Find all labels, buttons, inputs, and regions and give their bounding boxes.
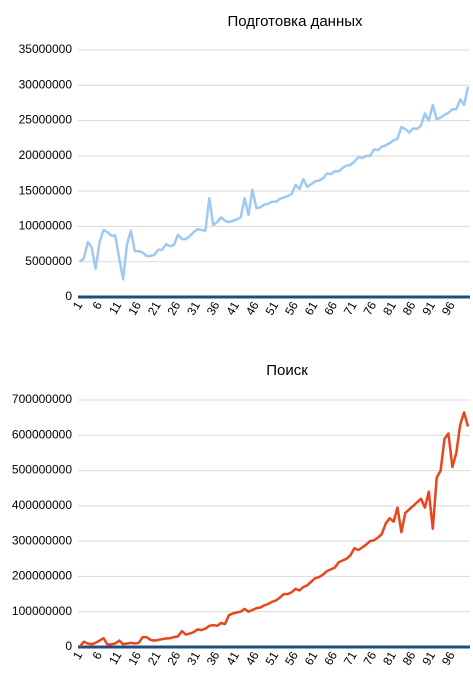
x-tick-label: 51 (263, 649, 282, 668)
x-tick-label: 61 (302, 299, 321, 318)
y-tick-label: 600000000 (12, 427, 72, 441)
x-tick-label: 96 (439, 299, 458, 318)
x-tick-label: 66 (321, 649, 340, 668)
x-tick-label: 71 (341, 299, 360, 318)
x-tick-label: 66 (321, 299, 340, 318)
x-tick-label: 86 (400, 649, 419, 668)
x-tick-label: 51 (263, 299, 282, 318)
x-tick-label: 1 (70, 649, 86, 662)
x-tick-label: 41 (223, 649, 242, 668)
x-tick-label: 76 (361, 649, 380, 668)
x-tick-label: 21 (145, 299, 164, 318)
x-tick-label: 81 (380, 649, 399, 668)
x-tick-label: 91 (419, 299, 438, 318)
y-tick-label: 5000000 (25, 254, 72, 268)
x-tick-label: 16 (125, 299, 144, 318)
x-tick-label: 31 (184, 299, 203, 318)
y-tick-label: 200000000 (12, 569, 72, 583)
y-tick-label: 15000000 (19, 183, 73, 197)
x-tick-label: 26 (165, 649, 184, 668)
y-tick-label: 700000000 (12, 392, 72, 406)
x-tick-label: 6 (89, 299, 105, 312)
x-tick-label: 46 (243, 649, 262, 668)
chart-title: Поиск (266, 362, 308, 379)
y-tick-label: 20000000 (19, 148, 73, 162)
x-tick-label: 41 (223, 299, 242, 318)
y-tick-label: 400000000 (12, 498, 72, 512)
x-tick-label: 96 (439, 649, 458, 668)
y-tick-label: 25000000 (19, 113, 73, 127)
y-tick-label: 30000000 (19, 77, 73, 91)
x-tick-label: 6 (89, 649, 105, 662)
x-tick-label: 1 (70, 299, 86, 312)
chart-title: Подготовка данных (227, 13, 363, 30)
y-tick-label: 300000000 (12, 533, 72, 547)
y-tick-label: 0 (65, 289, 72, 303)
data-line (79, 411, 470, 648)
x-tick-label: 31 (184, 649, 203, 668)
x-tick-label: 61 (302, 649, 321, 668)
x-tick-label: 56 (282, 299, 301, 318)
data-line (79, 86, 470, 281)
x-tick-label: 36 (204, 299, 223, 318)
x-tick-label: 16 (125, 649, 144, 668)
x-tick-label: 81 (380, 299, 399, 318)
x-tick-label: 11 (106, 299, 125, 317)
x-tick-label: 21 (145, 649, 164, 668)
x-tick-label: 76 (361, 299, 380, 318)
y-tick-label: 100000000 (12, 604, 72, 618)
x-tick-label: 91 (419, 649, 438, 668)
y-tick-label: 500000000 (12, 463, 72, 477)
x-tick-label: 56 (282, 649, 301, 668)
x-tick-label: 46 (243, 299, 262, 318)
y-tick-label: 0 (65, 639, 72, 653)
y-tick-label: 35000000 (19, 42, 73, 56)
x-tick-label: 11 (106, 649, 125, 667)
x-tick-label: 26 (165, 299, 184, 318)
x-tick-label: 71 (341, 649, 360, 668)
x-tick-label: 36 (204, 649, 223, 668)
y-tick-label: 10000000 (19, 219, 73, 233)
x-tick-label: 86 (400, 299, 419, 318)
